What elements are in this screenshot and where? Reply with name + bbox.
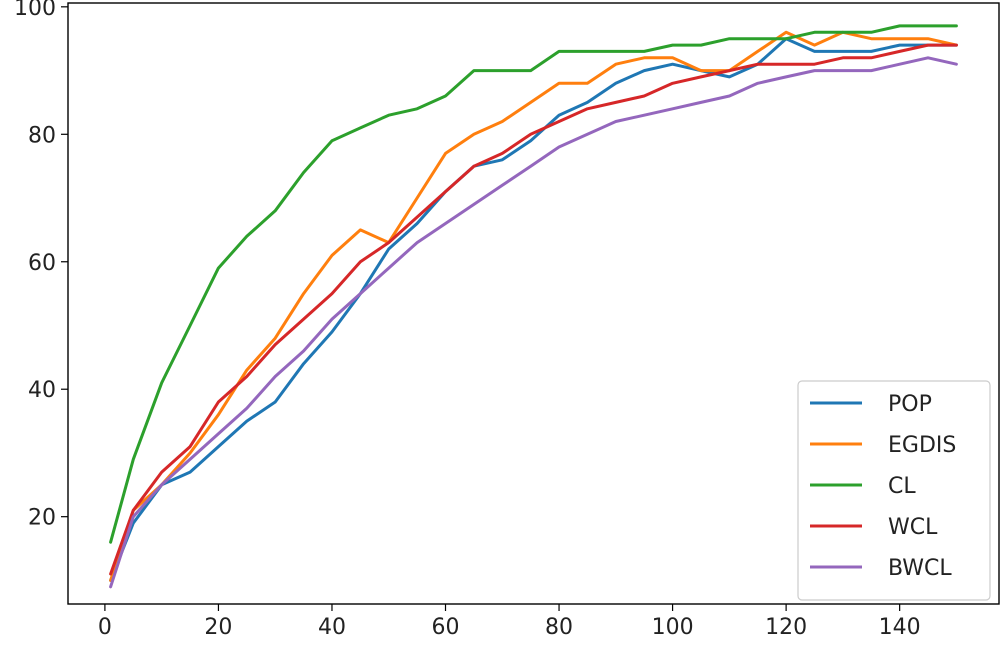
x-tick-label: 0 (98, 615, 112, 640)
y-tick-label: 40 (28, 378, 56, 403)
legend-label-wcl: WCL (888, 515, 938, 540)
x-tick-label: 80 (545, 615, 573, 640)
legend: POP EGDIS CL WCL BWCL (797, 380, 991, 601)
legend-label-cl: CL (888, 474, 916, 499)
y-tick-label: 100 (14, 0, 56, 21)
plot-frame (67, 2, 1000, 605)
y-tick-label: 20 (28, 506, 56, 531)
legend-box (797, 380, 991, 601)
x-tick-label: 140 (879, 615, 921, 640)
series-line-cl (109, 24, 958, 544)
x-tick-label: 40 (318, 615, 346, 640)
series-line-pop (109, 37, 958, 582)
legend-label-egdis: EGDIS (888, 433, 956, 458)
legend-label-bwcl: BWCL (888, 556, 952, 581)
x-tick-label: 60 (432, 615, 460, 640)
x-tick-label: 100 (652, 615, 694, 640)
x-tick-label: 120 (765, 615, 807, 640)
y-tick-label: 80 (28, 123, 56, 148)
y-tick-label: 60 (28, 251, 56, 276)
axis-layer: 0 20 40 60 80 100 120 140 20 40 60 80 100 (14, 0, 921, 640)
series-line-wcl (109, 43, 958, 576)
legend-label-pop: POP (888, 392, 932, 417)
x-tick-label: 20 (204, 615, 232, 640)
series-line-bwcl (109, 56, 958, 589)
series-line-egdis (109, 30, 958, 582)
series-layer (109, 24, 958, 589)
